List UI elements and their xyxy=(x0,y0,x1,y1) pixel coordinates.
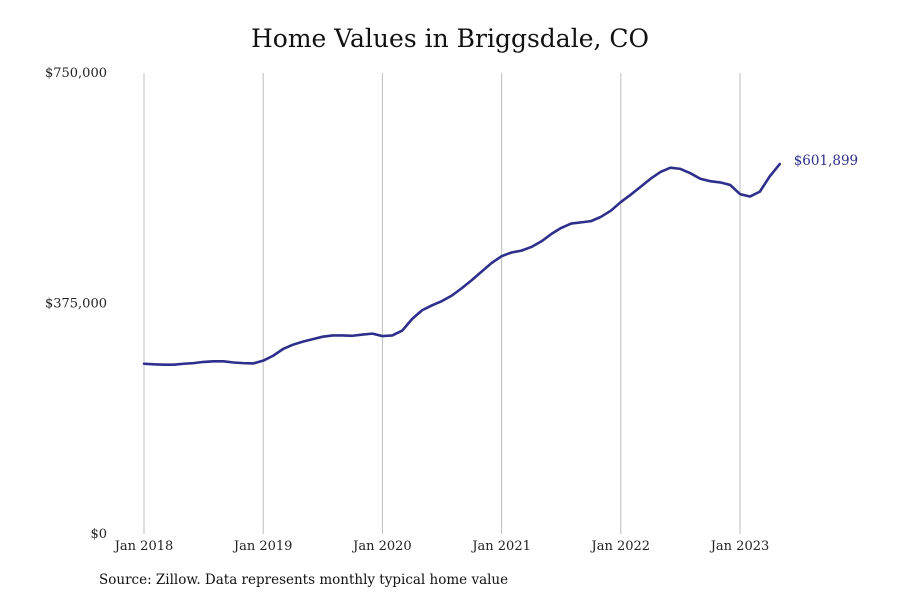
x-tick-label: Jan 2021 xyxy=(470,539,531,554)
y-axis-ticks: $0 $375,000 $750,000 xyxy=(45,66,107,542)
y-tick-label: $750,000 xyxy=(45,66,107,81)
chart-title: Home Values in Briggsdale, CO xyxy=(250,24,650,53)
x-tick-label: Jan 2023 xyxy=(709,539,770,554)
y-tick-label: $375,000 xyxy=(45,297,107,312)
x-tick-label: Jan 2018 xyxy=(113,539,174,554)
x-axis-ticks: Jan 2018 Jan 2019 Jan 2020 Jan 2021 Jan 2022… xyxy=(113,539,770,554)
source-note: Source: Zillow. Data represents monthly … xyxy=(99,572,509,588)
grid-layer xyxy=(143,73,741,534)
x-tick-label: Jan 2019 xyxy=(232,539,293,554)
y-tick-label: $0 xyxy=(90,527,107,542)
home-value-line xyxy=(142,162,782,366)
x-tick-label: Jan 2020 xyxy=(351,539,412,554)
x-tick-label: Jan 2022 xyxy=(590,539,651,554)
end-value-label: $601,899 xyxy=(794,153,858,169)
